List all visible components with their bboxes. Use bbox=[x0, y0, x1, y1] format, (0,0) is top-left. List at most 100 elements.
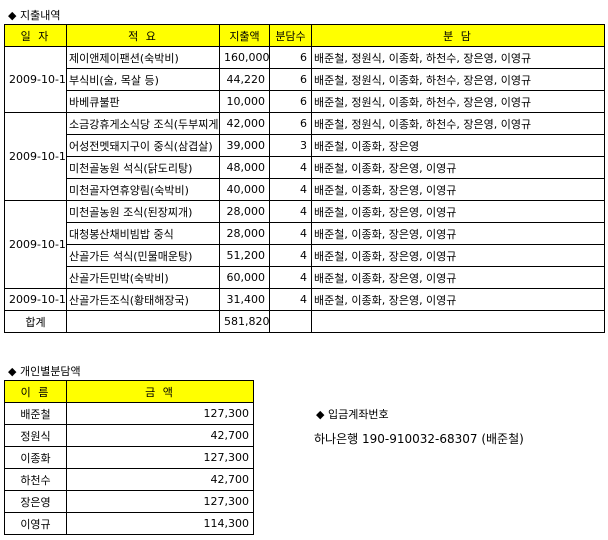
name-cell: 배준철 bbox=[4, 402, 67, 425]
name-cell: 장은영 bbox=[4, 490, 67, 513]
count-cell: 4 bbox=[269, 156, 312, 179]
account-number: 하나은행 190-910032-68307 (배준철) bbox=[314, 432, 524, 446]
count-cell: 4 bbox=[269, 266, 312, 289]
count-cell: 4 bbox=[269, 178, 312, 201]
per-person-table: 이 름 금 액 배준철 127,300 정원식 42,700 이종화 127,300 하천수… bbox=[4, 380, 254, 535]
count-cell: 6 bbox=[269, 46, 312, 69]
total-label: 합계 bbox=[4, 310, 67, 333]
total-share-empty bbox=[311, 310, 605, 333]
total-row: 합계 581,820 bbox=[4, 310, 605, 333]
table-row: 이종화 127,300 bbox=[4, 446, 254, 469]
per-person-header-row: 이 름 금 액 bbox=[4, 380, 254, 403]
header-date: 일 자 bbox=[4, 24, 67, 47]
amount-cell: 42,700 bbox=[66, 424, 254, 447]
share-cell: 배준철, 이종화, 장은영, 이영규 bbox=[311, 222, 605, 245]
share-cell: 배준철, 이종화, 장은영 bbox=[311, 134, 605, 157]
share-cell: 배준철, 이종화, 장은영, 이영규 bbox=[311, 266, 605, 289]
table-row: 어성전멧돼지구이 중식(삼겹살) 39,000 3 배준철, 이종화, 장은영 bbox=[5, 134, 605, 157]
table-row: 바베큐불판 10,000 6 배준철, 정원식, 이종화, 하천수, 장은영, 이영규 bbox=[5, 90, 605, 113]
expenses-table: 일 자 적 요 지출액 분담수 분 담 2009-10-11제이앤제이팬션(숙박… bbox=[4, 24, 605, 333]
desc-cell: 미천골농원 석식(닭도리탕) bbox=[66, 156, 220, 179]
expenses-title: ◆ 지출내역 bbox=[8, 9, 61, 22]
header-amount: 금 액 bbox=[66, 380, 254, 403]
desc-cell: 어성전멧돼지구이 중식(삼겹살) bbox=[66, 134, 220, 157]
amount-cell: 60,000 bbox=[219, 266, 270, 289]
amount-cell: 42,700 bbox=[66, 468, 254, 491]
table-row: 산골가든민박(숙박비) 60,000 4 배준철, 이종화, 장은영, 이영규 bbox=[5, 266, 605, 289]
desc-cell: 미천골농원 조식(된장찌개) bbox=[66, 200, 220, 223]
date-cell: 2009-10-11 bbox=[4, 46, 67, 113]
desc-cell: 산골가든민박(숙박비) bbox=[66, 266, 220, 289]
total-count-empty bbox=[269, 310, 312, 333]
amount-cell: 39,000 bbox=[219, 134, 270, 157]
desc-cell: 미천골자연휴양림(숙박비) bbox=[66, 178, 220, 201]
amount-cell: 160,000 bbox=[219, 46, 270, 69]
desc-cell: 산골가든 석식(민물매운탕) bbox=[66, 244, 220, 267]
header-desc: 적 요 bbox=[66, 24, 220, 47]
header-share: 분 담 bbox=[311, 24, 605, 47]
count-cell: 6 bbox=[269, 90, 312, 113]
date-cell: 2009-10-12 bbox=[4, 112, 67, 201]
amount-cell: 51,200 bbox=[219, 244, 270, 267]
date-cell: 2009-10-14 bbox=[4, 288, 67, 311]
share-cell: 배준철, 이종화, 장은영, 이영규 bbox=[311, 200, 605, 223]
amount-cell: 44,220 bbox=[219, 68, 270, 91]
share-cell: 배준철, 이종화, 장은영, 이영규 bbox=[311, 156, 605, 179]
table-row: 이영규 114,300 bbox=[4, 512, 254, 535]
table-row: 미천골농원 석식(닭도리탕) 48,000 4 배준철, 이종화, 장은영, 이영규 bbox=[5, 156, 605, 179]
header-count: 분담수 bbox=[269, 24, 312, 47]
count-cell: 4 bbox=[269, 288, 312, 311]
account-title: ◆ 입금계좌번호 bbox=[316, 408, 389, 421]
count-cell: 6 bbox=[269, 68, 312, 91]
share-cell: 배준철, 정원식, 이종화, 하천수, 장은영, 이영규 bbox=[311, 90, 605, 113]
count-cell: 4 bbox=[269, 200, 312, 223]
count-cell: 3 bbox=[269, 134, 312, 157]
total-amount: 581,820 bbox=[219, 310, 270, 333]
table-row: 배준철 127,300 bbox=[4, 402, 254, 425]
name-cell: 이영규 bbox=[4, 512, 67, 535]
header-amount: 지출액 bbox=[219, 24, 270, 47]
desc-cell: 바베큐불판 bbox=[66, 90, 220, 113]
amount-cell: 31,400 bbox=[219, 288, 270, 311]
amount-cell: 127,300 bbox=[66, 490, 254, 513]
table-row: 대청봉산채비빔밥 중식 28,000 4 배준철, 이종화, 장은영, 이영규 bbox=[5, 222, 605, 245]
header-name: 이 름 bbox=[4, 380, 67, 403]
expenses-header-row: 일 자 적 요 지출액 분담수 분 담 bbox=[4, 24, 605, 47]
amount-cell: 48,000 bbox=[219, 156, 270, 179]
share-cell: 배준철, 이종화, 장은영, 이영규 bbox=[311, 244, 605, 267]
desc-cell: 소금강휴게소식당 조식(두부찌게) bbox=[66, 112, 220, 135]
desc-cell: 부식비(술, 목살 등) bbox=[66, 68, 220, 91]
share-cell: 배준철, 정원식, 이종화, 하천수, 장은영, 이영규 bbox=[311, 112, 605, 135]
desc-cell: 제이앤제이팬션(숙박비) bbox=[66, 46, 220, 69]
amount-cell: 127,300 bbox=[66, 402, 254, 425]
table-row: 미천골자연휴양림(숙박비) 40,000 4 배준철, 이종화, 장은영, 이영규 bbox=[5, 178, 605, 201]
amount-cell: 40,000 bbox=[219, 178, 270, 201]
table-row: 산골가든 석식(민물매운탕) 51,200 4 배준철, 이종화, 장은영, 이영규 bbox=[5, 244, 605, 267]
amount-cell: 114,300 bbox=[66, 512, 254, 535]
count-cell: 4 bbox=[269, 222, 312, 245]
name-cell: 하천수 bbox=[4, 468, 67, 491]
share-cell: 배준철, 정원식, 이종화, 하천수, 장은영, 이영규 bbox=[311, 68, 605, 91]
amount-cell: 127,300 bbox=[66, 446, 254, 469]
desc-cell: 대청봉산채비빔밥 중식 bbox=[66, 222, 220, 245]
name-cell: 정원식 bbox=[4, 424, 67, 447]
name-cell: 이종화 bbox=[4, 446, 67, 469]
amount-cell: 42,000 bbox=[219, 112, 270, 135]
table-row: 부식비(술, 목살 등) 44,220 6 배준철, 정원식, 이종화, 하천수, 장… bbox=[5, 68, 605, 91]
count-cell: 4 bbox=[269, 244, 312, 267]
total-desc-empty bbox=[66, 310, 220, 333]
share-cell: 배준철, 정원식, 이종화, 하천수, 장은영, 이영규 bbox=[311, 46, 605, 69]
table-row: 장은영 127,300 bbox=[4, 490, 254, 513]
share-cell: 배준철, 이종화, 장은영, 이영규 bbox=[311, 178, 605, 201]
amount-cell: 10,000 bbox=[219, 90, 270, 113]
date-cell: 2009-10-13 bbox=[4, 200, 67, 289]
amount-cell: 28,000 bbox=[219, 200, 270, 223]
amount-cell: 28,000 bbox=[219, 222, 270, 245]
table-row: 정원식 42,700 bbox=[4, 424, 254, 447]
share-cell: 배준철, 이종화, 장은영, 이영규 bbox=[311, 288, 605, 311]
table-row: 하천수 42,700 bbox=[4, 468, 254, 491]
